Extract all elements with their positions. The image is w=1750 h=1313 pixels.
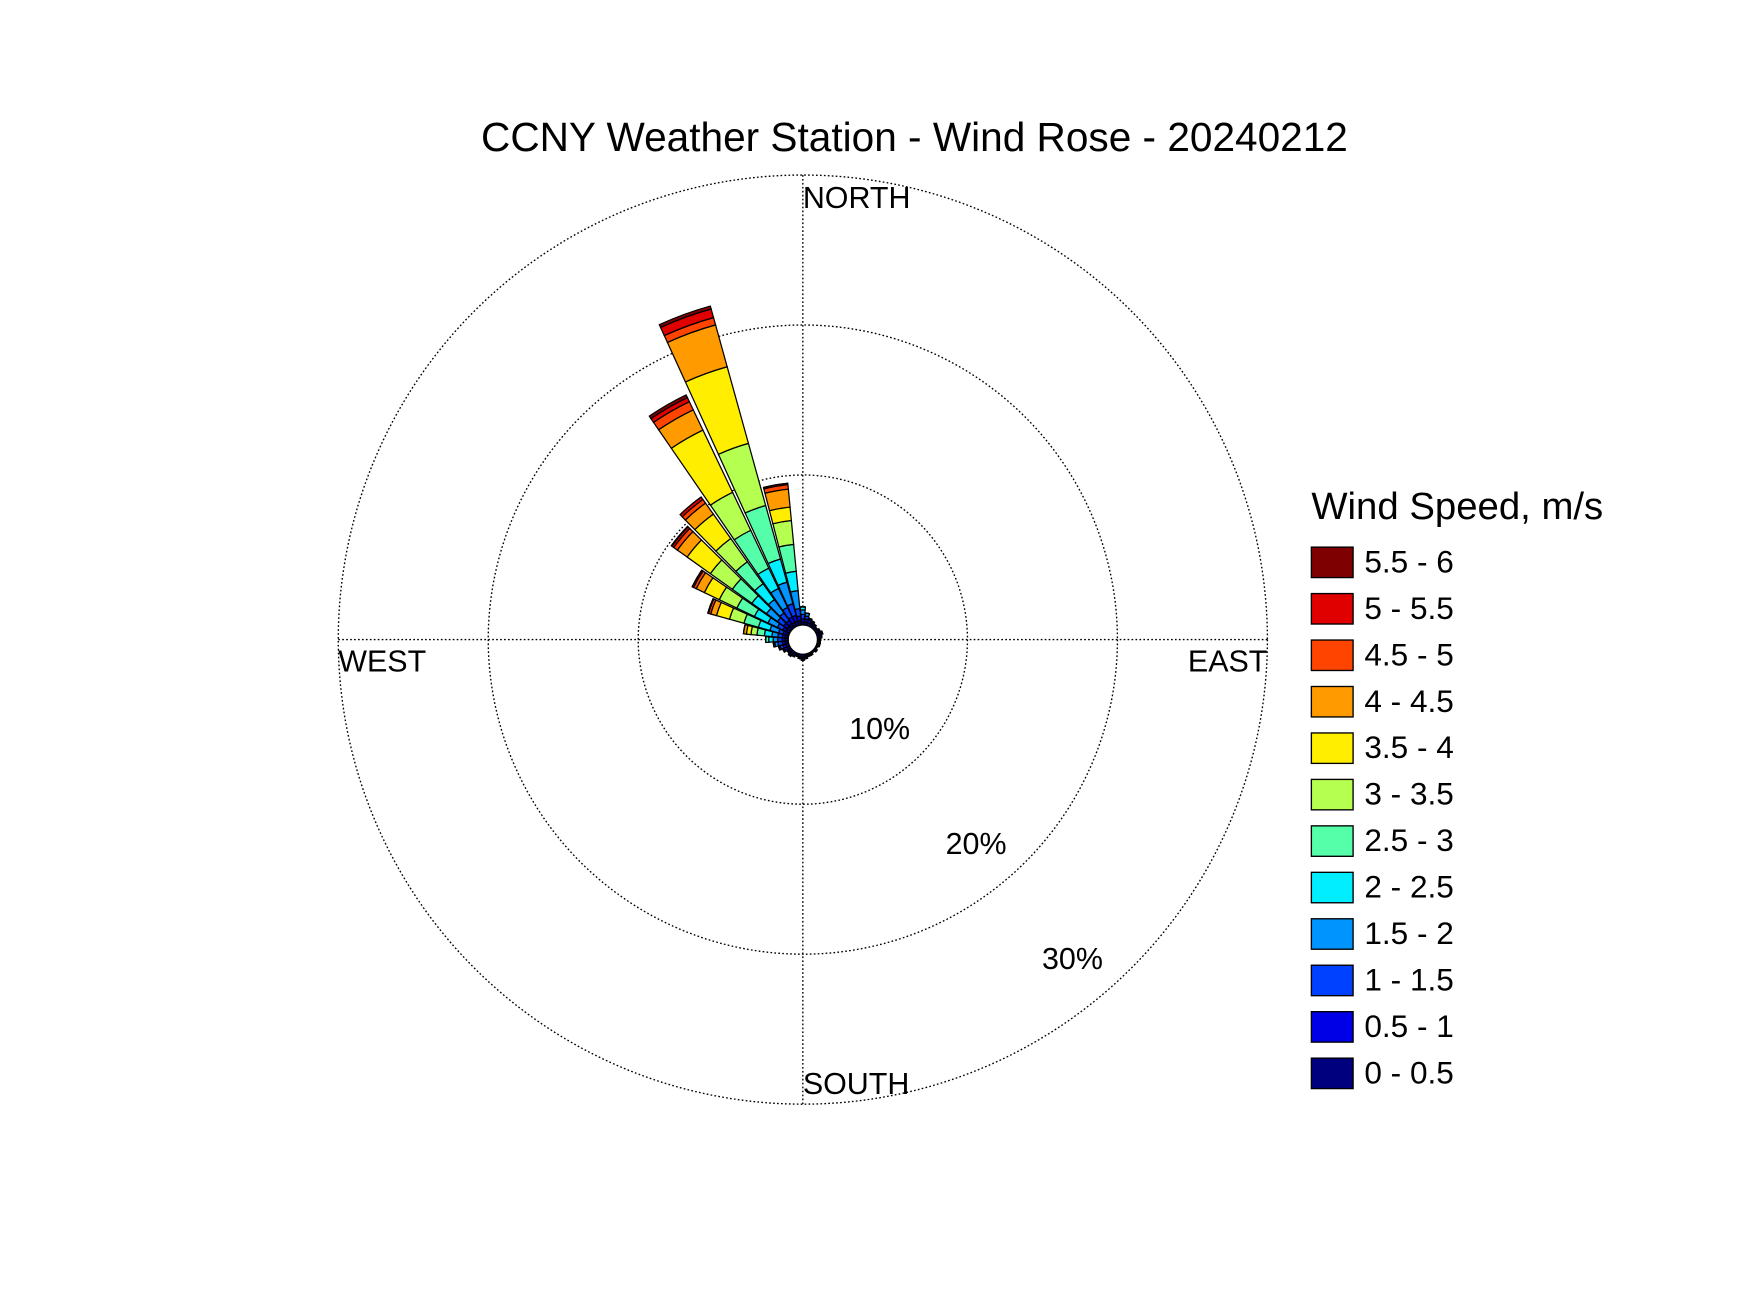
grid-ring bbox=[487, 324, 1119, 955]
legend-label: 0.5 - 1 bbox=[1364, 1008, 1453, 1044]
legend-swatch bbox=[1310, 964, 1354, 997]
direction-label: EAST bbox=[1188, 644, 1267, 678]
chart-title: CCNY Weather Station - Wind Rose - 20240… bbox=[481, 114, 1348, 160]
legend-swatch bbox=[1310, 871, 1354, 904]
legend-swatch bbox=[1310, 732, 1354, 765]
wind-segment bbox=[818, 644, 821, 648]
legend-swatch bbox=[1310, 592, 1354, 625]
wind-segment bbox=[800, 613, 806, 620]
legend-swatch bbox=[1310, 1057, 1354, 1090]
legend-label: 5.5 - 6 bbox=[1364, 543, 1453, 579]
wind-segment bbox=[670, 525, 689, 548]
legend-title: Wind Speed, m/s bbox=[1311, 485, 1603, 528]
direction-label: WEST bbox=[338, 644, 426, 678]
wind-segment bbox=[658, 305, 712, 329]
wind-segment bbox=[804, 657, 808, 660]
r-tick-label: 10% bbox=[849, 712, 910, 746]
wind-segment bbox=[805, 612, 810, 615]
r-tick-label: 30% bbox=[1042, 942, 1103, 976]
wind-segment bbox=[799, 609, 806, 616]
legend-label: 1 - 1.5 bbox=[1364, 961, 1453, 997]
wind-segment bbox=[772, 642, 775, 648]
legend-label: 2.5 - 3 bbox=[1364, 822, 1453, 858]
legend-swatch bbox=[1310, 685, 1354, 718]
wind-segment bbox=[797, 657, 802, 660]
legend-label: 3.5 - 4 bbox=[1364, 729, 1453, 765]
legend-swatch bbox=[1310, 825, 1354, 857]
wind-segment bbox=[679, 496, 702, 516]
legend-swatch bbox=[1310, 1011, 1354, 1043]
direction-label: NORTH bbox=[803, 181, 911, 215]
center-hole bbox=[787, 624, 819, 655]
direction-label: SOUTH bbox=[803, 1067, 910, 1101]
legend-swatch bbox=[1310, 639, 1354, 672]
r-tick-label: 20% bbox=[946, 827, 1007, 861]
legend-swatch bbox=[1310, 546, 1354, 579]
wind-segment bbox=[742, 624, 746, 634]
wind-segment bbox=[648, 394, 689, 420]
legend-label: 4.5 - 5 bbox=[1364, 636, 1453, 672]
legend-swatch bbox=[1310, 778, 1354, 811]
wind-segment bbox=[768, 636, 774, 643]
legend-label: 2 - 2.5 bbox=[1364, 869, 1453, 905]
legend-label: 0 - 0.5 bbox=[1364, 1054, 1453, 1090]
legend-label: 5 - 5.5 bbox=[1364, 590, 1453, 626]
wind-segment bbox=[821, 630, 824, 635]
legend-swatch bbox=[1310, 918, 1354, 950]
grid-ring bbox=[637, 474, 969, 805]
legend-label: 1.5 - 2 bbox=[1364, 915, 1453, 951]
wind-segment bbox=[691, 569, 703, 588]
grid-ring bbox=[337, 174, 1269, 1105]
wind-segment bbox=[820, 634, 823, 638]
wind-segment bbox=[772, 636, 779, 643]
wind-segment bbox=[777, 636, 783, 643]
wind-segment bbox=[813, 623, 817, 627]
legend-label: 3 - 3.5 bbox=[1364, 776, 1453, 812]
wind-segment bbox=[707, 598, 714, 614]
legend-label: 4 - 4.5 bbox=[1364, 683, 1453, 719]
